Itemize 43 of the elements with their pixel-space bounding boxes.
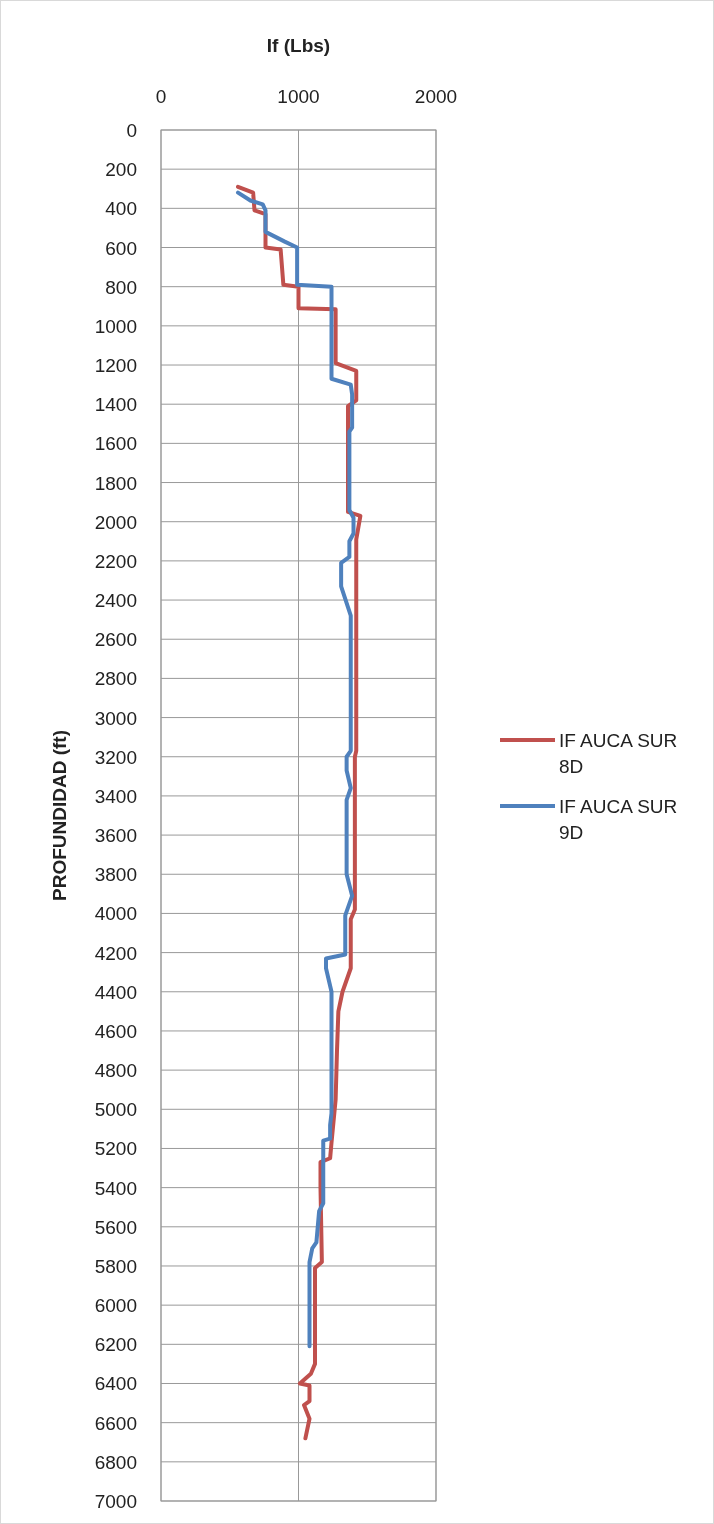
y-tick-label: 3600 xyxy=(94,825,137,847)
y-tick-label: 1600 xyxy=(94,433,137,455)
y-tick-label: 0 xyxy=(126,120,137,141)
legend-label: IF AUCA SUR 9D xyxy=(559,796,678,843)
x-axis-title: If (Lbs) xyxy=(266,35,331,56)
y-tick-label: 1000 xyxy=(94,315,137,337)
y-tick-label: 6200 xyxy=(94,1334,137,1356)
y-tick-label: 2400 xyxy=(94,590,137,612)
y-tick-label: 2600 xyxy=(94,629,137,651)
x-tick-label: 1000 xyxy=(277,86,320,107)
y-tick-label: 3000 xyxy=(94,707,137,729)
y-tick-label: 4000 xyxy=(94,903,137,925)
y-tick-label: 1400 xyxy=(94,394,137,416)
y-tick-label: 200 xyxy=(105,159,137,181)
y-tick-label: 5200 xyxy=(94,1138,137,1160)
y-tick-label: 5800 xyxy=(94,1255,137,1277)
y-tick-label: 5400 xyxy=(94,1177,137,1199)
y-tick-label: 2000 xyxy=(94,511,137,533)
y-tick-label: 5600 xyxy=(94,1216,137,1238)
y-axis-title: PROFUNDIDAD (ft) xyxy=(49,730,70,901)
x-tick-label: 0 xyxy=(155,86,167,107)
y-tick-label: 5000 xyxy=(94,1099,137,1121)
y-tick-label: 4200 xyxy=(94,942,137,964)
y-tick-label: 7000 xyxy=(94,1491,137,1512)
y-tick-label: 2800 xyxy=(94,668,137,690)
y-tick-label: 4600 xyxy=(94,1020,137,1042)
y-tick-label: 4800 xyxy=(94,1060,137,1082)
y-tick-label: 800 xyxy=(105,276,137,298)
y-tick-label: 400 xyxy=(105,198,137,220)
y-tick-label: 6000 xyxy=(94,1295,137,1317)
y-tick-label: 3800 xyxy=(94,864,137,886)
y-tick-label: 1200 xyxy=(94,355,137,377)
y-tick-label: 6400 xyxy=(94,1373,137,1395)
y-tick-label: 6800 xyxy=(94,1451,137,1473)
y-tick-label: 3400 xyxy=(94,785,137,807)
y-tick-label: 600 xyxy=(105,237,137,259)
y-tick-label: 1800 xyxy=(94,472,137,494)
y-tick-label: 6600 xyxy=(94,1412,137,1434)
y-tick-label: 3200 xyxy=(94,746,137,768)
y-tick-label: 2200 xyxy=(94,550,137,572)
x-tick-label: 2000 xyxy=(414,86,458,107)
y-tick-label: 4400 xyxy=(94,981,137,1003)
legend-label: IF AUCA SUR 8D xyxy=(559,730,678,777)
